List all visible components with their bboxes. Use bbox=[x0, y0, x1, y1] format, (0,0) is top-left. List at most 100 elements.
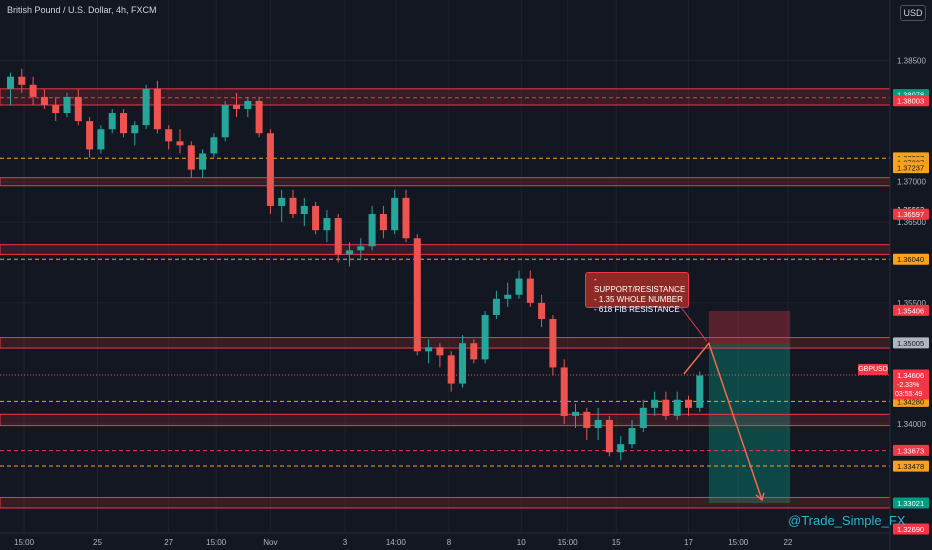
candle[interactable] bbox=[323, 218, 331, 231]
price-label: 1.34280 bbox=[897, 397, 924, 406]
x-tick-label: 3 bbox=[343, 538, 348, 547]
candle[interactable] bbox=[673, 399, 681, 416]
x-tick-label: 27 bbox=[164, 538, 173, 547]
candle[interactable] bbox=[312, 205, 320, 231]
callout-line-2: - 1.35 WHOLE NUMBER bbox=[594, 295, 683, 304]
analysis-callout[interactable]: - SUPPORT/RESISTANCE - 1.35 WHOLE NUMBER… bbox=[585, 272, 689, 314]
x-tick-label: 15:00 bbox=[558, 538, 579, 547]
candle[interactable] bbox=[278, 197, 286, 206]
candle[interactable] bbox=[345, 250, 354, 255]
price-label-bg bbox=[893, 95, 929, 107]
x-tick-label: 15:00 bbox=[728, 538, 749, 547]
candle[interactable] bbox=[357, 246, 365, 251]
candle[interactable] bbox=[244, 100, 252, 110]
candle[interactable] bbox=[651, 399, 659, 408]
candle[interactable] bbox=[549, 318, 557, 368]
candle[interactable] bbox=[594, 419, 602, 429]
candle[interactable] bbox=[583, 411, 591, 429]
candle[interactable] bbox=[52, 104, 60, 114]
callout-line-3: - 618 FIB RESISTANCE bbox=[594, 305, 680, 314]
candle[interactable] bbox=[538, 302, 546, 319]
candle[interactable] bbox=[526, 278, 534, 303]
candle[interactable] bbox=[402, 197, 410, 239]
callout-line-1: - SUPPORT/RESISTANCE bbox=[594, 275, 686, 294]
candle[interactable] bbox=[63, 96, 71, 114]
candle[interactable] bbox=[447, 355, 455, 384]
sr-zone[interactable] bbox=[0, 496, 891, 509]
x-tick-label: 15:00 bbox=[206, 538, 227, 547]
candle[interactable] bbox=[199, 153, 207, 170]
candle[interactable] bbox=[413, 238, 421, 352]
candle[interactable] bbox=[266, 133, 274, 206]
candle[interactable] bbox=[425, 347, 433, 352]
chart-title: British Pound / U.S. Dollar, 4h, FXCM bbox=[7, 5, 157, 15]
currency-button[interactable]: USD bbox=[900, 5, 926, 21]
candle[interactable] bbox=[40, 96, 48, 105]
price-label: 1.33673 bbox=[897, 446, 924, 455]
candle[interactable] bbox=[142, 88, 150, 126]
price-label-bg bbox=[893, 162, 929, 174]
candle[interactable] bbox=[255, 100, 263, 134]
x-tick-label: Nov bbox=[263, 538, 277, 547]
candle[interactable] bbox=[368, 214, 376, 247]
candle[interactable] bbox=[515, 278, 523, 295]
candle[interactable] bbox=[300, 205, 308, 215]
candle[interactable] bbox=[504, 294, 512, 299]
projection-path[interactable] bbox=[683, 341, 763, 501]
sr-zone[interactable] bbox=[0, 88, 891, 106]
candle[interactable] bbox=[289, 197, 297, 215]
candle[interactable] bbox=[86, 121, 94, 150]
candle[interactable] bbox=[153, 88, 161, 130]
current-price-block bbox=[893, 369, 929, 400]
candle[interactable] bbox=[662, 399, 670, 416]
x-tick-label: 25 bbox=[93, 538, 102, 547]
candle[interactable] bbox=[18, 76, 26, 85]
candle[interactable] bbox=[6, 76, 15, 89]
candle[interactable] bbox=[639, 407, 647, 429]
candle[interactable] bbox=[391, 197, 399, 231]
sr-zone[interactable] bbox=[0, 413, 891, 427]
candle[interactable] bbox=[481, 314, 489, 360]
take-profit-zone[interactable] bbox=[708, 343, 791, 504]
price-label-bg bbox=[893, 497, 929, 509]
candle[interactable] bbox=[379, 214, 387, 231]
candle[interactable] bbox=[696, 375, 704, 408]
current-price-label: 1.34606 bbox=[897, 371, 924, 380]
candle[interactable] bbox=[628, 428, 636, 445]
candle[interactable] bbox=[492, 298, 500, 315]
price-label: 1.37237 bbox=[897, 164, 924, 173]
callout-pointer bbox=[679, 305, 708, 342]
candle[interactable] bbox=[176, 141, 184, 146]
candle[interactable] bbox=[605, 419, 613, 453]
sr-zone[interactable] bbox=[0, 177, 891, 187]
candle[interactable] bbox=[617, 444, 625, 453]
candle[interactable] bbox=[210, 137, 218, 154]
sr-zone[interactable] bbox=[0, 337, 891, 349]
candle[interactable] bbox=[187, 145, 195, 170]
candle[interactable] bbox=[684, 399, 693, 408]
candle[interactable] bbox=[97, 129, 105, 150]
sr-zone[interactable] bbox=[0, 244, 891, 255]
candle[interactable] bbox=[334, 218, 342, 255]
candle[interactable] bbox=[458, 343, 467, 384]
candle[interactable] bbox=[74, 96, 82, 122]
candle[interactable] bbox=[119, 113, 128, 134]
candle[interactable] bbox=[470, 343, 478, 360]
price-label-bg bbox=[893, 337, 929, 349]
price-label: 1.35406 bbox=[897, 306, 924, 315]
candle[interactable] bbox=[560, 367, 568, 416]
time-axis[interactable] bbox=[0, 533, 932, 550]
candle[interactable] bbox=[165, 129, 173, 142]
candle[interactable] bbox=[29, 84, 37, 97]
candle[interactable] bbox=[108, 113, 116, 130]
candle[interactable] bbox=[232, 104, 241, 110]
candle[interactable] bbox=[131, 125, 139, 134]
candle[interactable] bbox=[221, 104, 229, 138]
price-label: 1.33021 bbox=[897, 499, 924, 508]
price-change-label: -2.33% bbox=[897, 382, 919, 389]
y-tick-label: 1.35500 bbox=[897, 299, 926, 308]
candle[interactable] bbox=[436, 347, 444, 356]
y-tick-label: 1.36500 bbox=[897, 218, 926, 227]
candle[interactable] bbox=[571, 411, 580, 416]
